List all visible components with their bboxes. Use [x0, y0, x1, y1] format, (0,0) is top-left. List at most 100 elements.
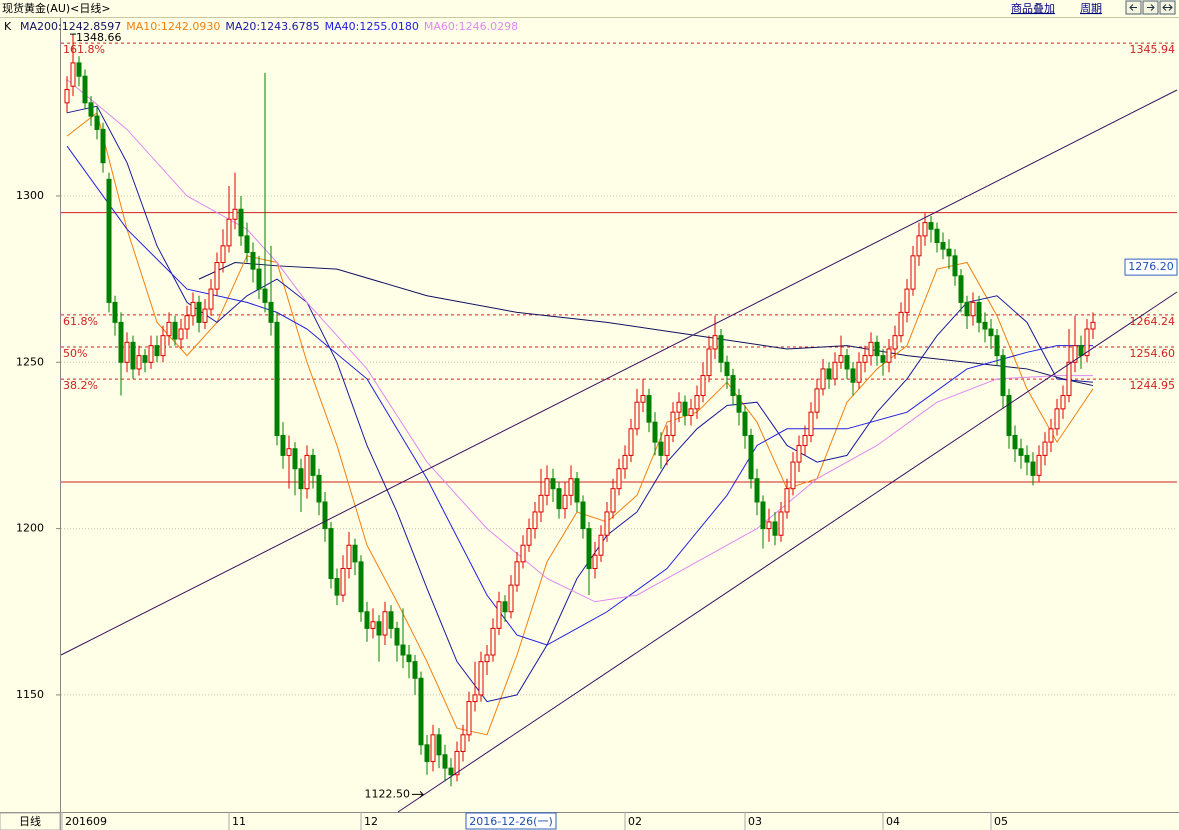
- candle-body: [922, 222, 928, 237]
- candle-body: [778, 511, 784, 536]
- candle-body: [256, 268, 262, 290]
- candle-body: [742, 411, 748, 436]
- candle-body: [802, 434, 808, 446]
- period-label: 日线: [19, 814, 41, 828]
- y-tick-label: 1200: [16, 522, 44, 535]
- candle-body: [64, 89, 70, 104]
- candle-body: [394, 627, 400, 646]
- ma-line: [66, 105, 1094, 703]
- candle-body: [118, 321, 124, 363]
- candle-body: [910, 255, 916, 290]
- candle-body: [1000, 355, 1006, 397]
- cursor-label: 2016-12-26(一): [469, 815, 553, 828]
- candle-body: [904, 288, 910, 313]
- candle-body: [634, 401, 640, 430]
- candle-body: [856, 361, 862, 383]
- candle-body: [280, 434, 286, 456]
- fib-price-label: 1254.60: [1130, 347, 1176, 360]
- candle-body: [952, 255, 958, 277]
- candle-body: [898, 311, 904, 337]
- candle-body: [340, 568, 346, 596]
- candle-body: [538, 494, 544, 513]
- x-tick-label: 12: [364, 815, 378, 828]
- nav-buttons: [1125, 0, 1176, 15]
- candle-body: [316, 474, 322, 503]
- candle-body: [1042, 441, 1048, 456]
- last-price-box: [1124, 258, 1178, 276]
- low-marker: [412, 791, 425, 798]
- candle-body: [418, 677, 424, 746]
- candle-body: [1048, 428, 1054, 443]
- x-tick-label: 03: [748, 815, 762, 828]
- candle-body: [430, 734, 436, 762]
- candle-body: [328, 528, 334, 579]
- fib-level-label: 50%: [63, 347, 87, 360]
- candle-body: [814, 388, 820, 413]
- candle-body: [892, 335, 898, 350]
- candle-body: [94, 115, 100, 130]
- candle-body: [310, 454, 316, 476]
- fib-level-label: 38.2%: [63, 379, 98, 392]
- candle-body: [640, 395, 646, 403]
- candle-body: [490, 627, 496, 656]
- candle-body: [208, 288, 214, 310]
- candle-body: [100, 128, 106, 164]
- candle-body: [616, 468, 622, 490]
- candle-body: [562, 494, 568, 510]
- fib-price-label: 1264.24: [1130, 315, 1176, 328]
- ma-line: [198, 261, 1094, 387]
- candle-body: [574, 478, 580, 503]
- candle-body: [1030, 461, 1036, 476]
- candle-body: [796, 444, 802, 463]
- candle-body: [70, 62, 76, 87]
- candle-body: [232, 208, 238, 220]
- candle-body: [610, 488, 616, 513]
- trend-line-lower: [397, 291, 1178, 813]
- ma-line: [66, 145, 1093, 646]
- fib-level-label: 161.8%: [63, 43, 105, 56]
- candle-body: [124, 341, 130, 363]
- candle-body: [664, 434, 670, 456]
- candle-body: [226, 218, 232, 247]
- candle-body: [964, 301, 970, 317]
- candle-body: [658, 441, 664, 456]
- candle-body: [196, 301, 202, 323]
- candle-body: [298, 468, 304, 490]
- series-label: K: [4, 20, 12, 33]
- candle-body: [112, 301, 118, 323]
- candle-body: [304, 454, 310, 490]
- cursor-box: [465, 812, 557, 830]
- candle-body: [496, 601, 502, 629]
- candle-body: [334, 577, 340, 596]
- candle-body: [670, 411, 676, 436]
- x-tick-label: 201609: [65, 815, 107, 828]
- candle-body: [772, 521, 778, 536]
- candle-body: [646, 395, 652, 423]
- candle-body: [784, 488, 790, 513]
- candle-body: [244, 235, 250, 254]
- candle-body: [994, 335, 1000, 357]
- legend-entry: MA60:1246.0298: [424, 20, 518, 33]
- candle-body: [370, 621, 376, 629]
- overlay-button[interactable]: 商品叠加: [1011, 1, 1055, 15]
- candle-body: [724, 361, 730, 377]
- candle-body: [736, 395, 742, 413]
- candle-body: [718, 335, 724, 363]
- period-button[interactable]: 周期: [1080, 2, 1102, 15]
- candle-body: [652, 421, 658, 443]
- candle-body: [352, 544, 358, 563]
- candle-body: [484, 654, 490, 663]
- candle-body: [982, 321, 988, 330]
- candle-body: [136, 355, 142, 370]
- legend-entry: MA20:1243.6785: [225, 20, 319, 33]
- candle-body: [388, 611, 394, 629]
- candle-body: [478, 661, 484, 696]
- candle-body: [238, 208, 244, 237]
- candle-body: [1066, 361, 1072, 397]
- candle-body: [172, 321, 178, 340]
- candle-body: [586, 528, 592, 570]
- candle-body: [820, 368, 826, 390]
- candle-body: [550, 478, 556, 490]
